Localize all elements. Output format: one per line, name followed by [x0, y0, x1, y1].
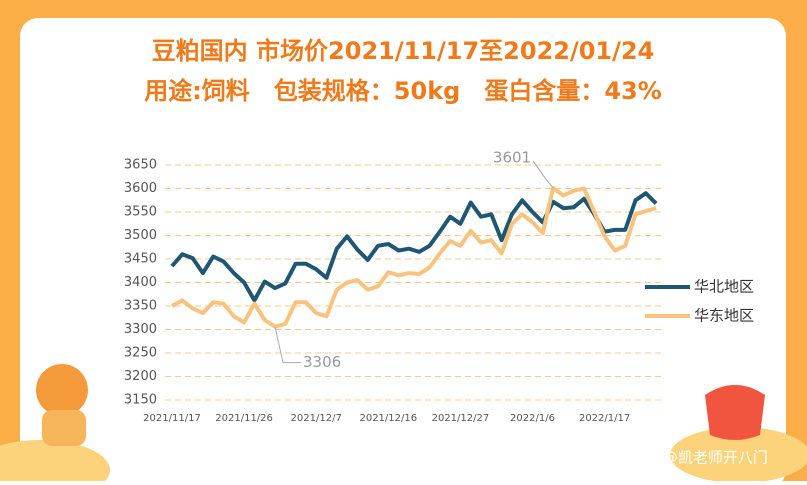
legend-label: 华北地区 — [694, 278, 754, 296]
annotation-leader — [274, 326, 301, 364]
y-tick-label: 3450 — [124, 252, 157, 267]
y-tick-label: 3550 — [124, 205, 157, 220]
y-tick-label: 3200 — [124, 369, 157, 384]
y-tick-label: 3350 — [124, 299, 157, 314]
cloud-decoration — [670, 427, 807, 483]
annotation-label: 3601 — [493, 149, 531, 167]
x-tick-label: 2021/12/27 — [432, 413, 490, 424]
annotation-leader — [532, 160, 554, 189]
x-tick-label: 2022/1/17 — [579, 413, 630, 424]
y-tick-label: 3600 — [124, 181, 157, 196]
x-tick-label: 2022/1/6 — [510, 413, 555, 424]
annotation-label: 3306 — [303, 353, 341, 371]
y-tick-label: 3650 — [124, 158, 157, 173]
x-tick-label: 2021/11/17 — [143, 413, 201, 424]
chart-subtitle: 用途:饲料 包装规格：50kg 蛋白含量：43% — [144, 77, 662, 105]
legend-label: 华东地区 — [694, 307, 754, 325]
x-tick-label: 2021/12/7 — [291, 413, 342, 424]
y-tick-label: 3300 — [124, 322, 157, 337]
y-tick-label: 3400 — [124, 275, 157, 290]
series-line — [170, 191, 658, 303]
cloud-decoration — [0, 440, 110, 485]
tiger-body-decoration — [42, 410, 86, 446]
y-tick-label: 3150 — [124, 393, 157, 408]
y-tick-label: 3250 — [124, 346, 157, 361]
watermark: 头条 @凯老师开八门 — [628, 449, 768, 467]
bag-decoration — [705, 385, 765, 440]
tiger-decoration — [36, 364, 88, 416]
chart-title: 豆粕国内 市场价2021/11/17至2022/01/24 — [152, 37, 655, 65]
y-tick-label: 3500 — [124, 228, 157, 243]
x-tick-label: 2021/11/26 — [215, 413, 273, 424]
x-tick-label: 2021/12/16 — [359, 413, 417, 424]
series-line — [171, 186, 657, 329]
